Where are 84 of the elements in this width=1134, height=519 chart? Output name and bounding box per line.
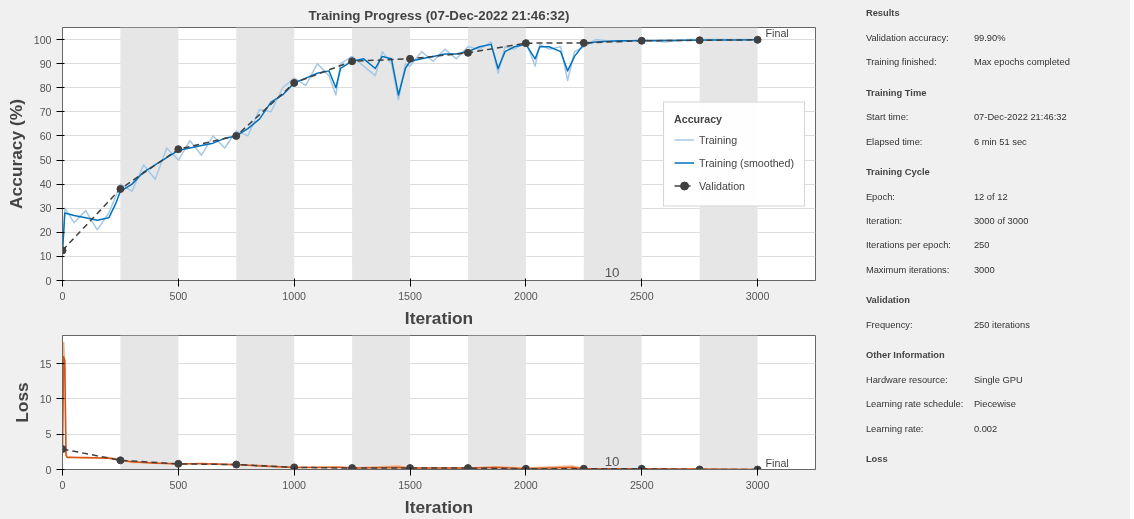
y-axis-title: Loss [11,382,32,423]
point [753,35,762,44]
x-tick-label: 2500 [629,478,654,491]
x-tick-label: 2000 [514,478,538,491]
y-tick-label: 10 [39,250,52,263]
text: 07-Dec-2022 21:46:32 [973,112,1067,123]
y-tick-label: 50 [39,154,52,167]
y-tick-label: 60 [39,129,52,142]
text: Loss [865,454,888,465]
point [348,57,357,66]
text: Single GPU [973,374,1023,385]
x-tick-label: 1500 [398,289,422,302]
y-tick-label: 0 [45,463,52,476]
point [290,78,299,87]
y-tick-label: 10 [39,392,52,405]
y-tick-label: 90 [39,57,52,70]
text: Piecewise [973,399,1016,410]
point [116,184,125,193]
chart-title: Training Progress (07-Dec-2022 21:46:32) [308,7,570,23]
x-tick-label: 2000 [514,289,538,302]
x-tick-label: 3000 [745,478,770,491]
y-tick-label: 70 [39,105,52,118]
text: Iteration: [865,216,903,227]
point [579,38,588,47]
text: Maximum iterations: [865,264,950,275]
text: Validation [865,295,911,306]
text: Validation accuracy: [865,32,949,43]
text: Iterations per epoch: [865,240,951,251]
y-tick-label: 30 [39,202,52,215]
y-tick-label: 5 [45,428,52,441]
text: Learning rate schedule: [865,399,964,410]
text: 250 [973,240,990,251]
text: 3000 of 3000 [973,216,1029,227]
point [637,36,646,45]
point [521,39,530,48]
y-tick-label: 15 [39,357,52,370]
point [406,54,415,63]
x-tick-label: 1000 [282,478,307,491]
text: 250 iterations [973,319,1031,330]
text: Max epochs completed [973,57,1070,68]
y-tick-label: 40 [39,178,52,191]
x-tick-label: 500 [169,478,188,491]
x-tick-label: 500 [169,289,188,302]
text: 3000 [973,264,995,275]
x-axis-title: Iteration [404,307,474,328]
y-axis-title: Accuracy (%) [5,99,26,209]
text: Epoch: [865,191,895,202]
x-tick-label: 1500 [398,478,422,491]
point [232,131,241,140]
legend-label: Training [699,133,738,145]
y-tick-label: 100 [33,33,52,46]
text: 12 of 12 [973,191,1008,202]
text: Learning rate: [865,423,924,434]
text: Training finished: [865,57,937,68]
x-tick-label: 3000 [745,289,770,302]
point [174,145,183,154]
text: Frequency: [865,319,913,330]
annotation: Final [765,26,789,39]
x-tick-label: 1000 [282,289,307,302]
x-axis-title: Iteration [404,496,474,517]
point [463,48,472,57]
text: 99.90% [973,32,1006,43]
x-tick-label: 0 [59,478,66,491]
text: 0.002 [973,423,998,434]
y-tick-label: 0 [45,274,52,287]
y-tick-label: 80 [39,81,52,94]
x-tick-label: 0 [59,289,66,302]
text: Training Time [865,87,927,98]
text: 6 min 51 sec [973,136,1028,147]
text: Results [865,8,900,19]
point [695,36,704,45]
annotation: 10 [604,264,620,280]
text: Other Information [865,350,945,361]
legend-title: Accuracy [674,112,723,124]
text: Start time: [865,112,909,123]
y-tick-label: 20 [39,226,52,239]
annotation: Final [765,456,789,469]
text: Elapsed time: [865,136,923,147]
annotation: 10 [604,453,620,469]
x-tick-label: 2500 [629,289,654,302]
legend-label: Training (smoothed) [699,156,794,168]
legend-label: Validation [699,179,746,191]
text: Training Cycle [865,167,930,178]
text: Hardware resource: [865,374,948,385]
